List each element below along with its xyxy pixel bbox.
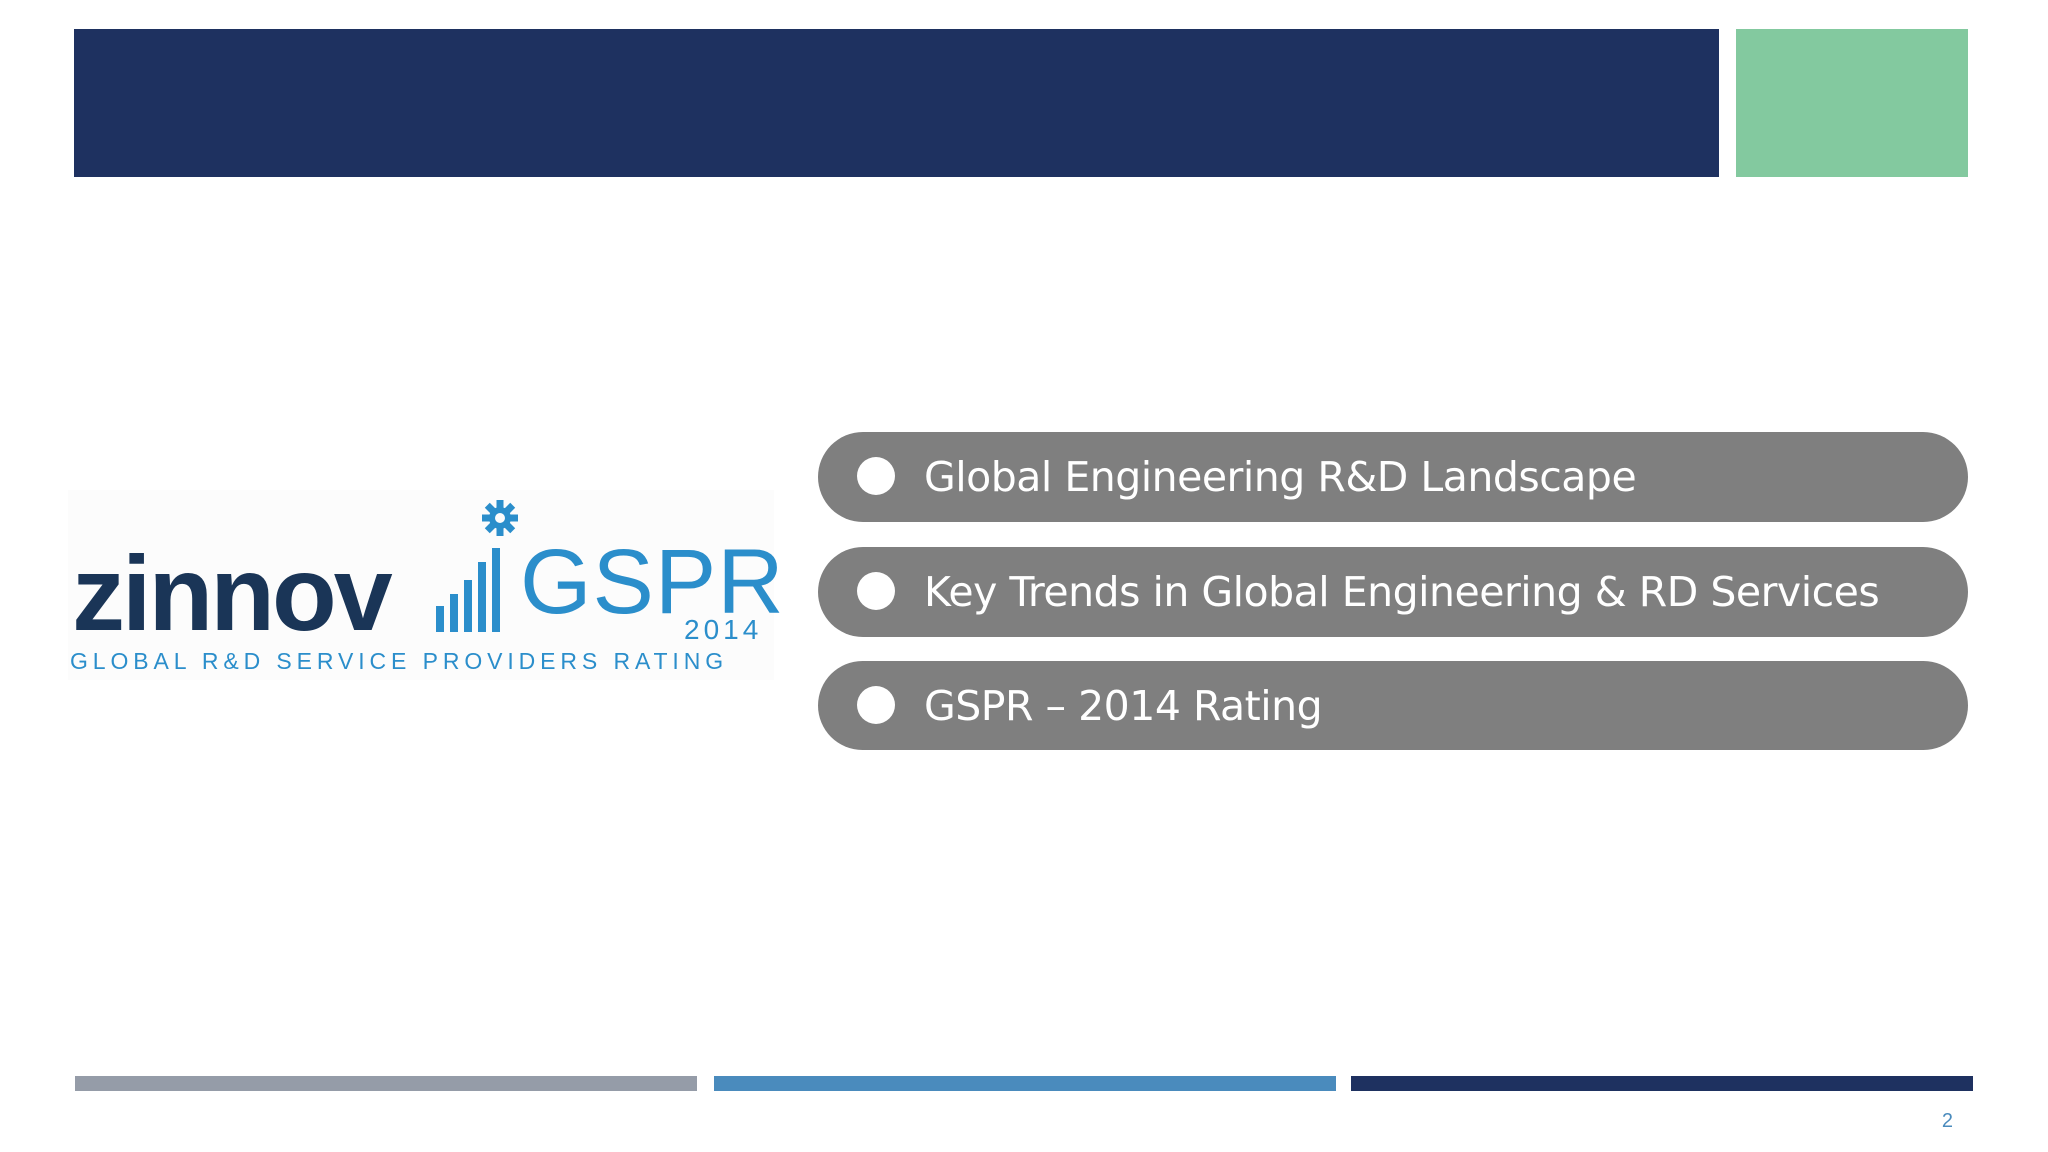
page-number: 2 (1941, 1110, 1953, 1132)
bullet-icon (857, 572, 895, 610)
bullet-icon (857, 686, 895, 724)
logo-title-text: GSPR (520, 531, 785, 633)
logo-brand-text: zinnov (72, 535, 393, 653)
agenda-item-label: Global Engineering R&D Landscape (924, 453, 1637, 501)
bar-chart-icon (436, 500, 518, 632)
header-accent-block (1736, 29, 1968, 177)
agenda-list: Global Engineering R&D Landscape Key Tre… (818, 432, 1968, 775)
agenda-item: Key Trends in Global Engineering & RD Se… (818, 547, 1968, 637)
footer-bar-navy (1351, 1076, 1973, 1091)
footer-bar-gray (75, 1076, 697, 1091)
gear-icon (482, 500, 518, 536)
logo-tagline-text: GLOBAL R&D SERVICE PROVIDERS RATING (70, 648, 729, 674)
logo-year-text: 2014 (684, 614, 763, 645)
zinnov-gspr-logo: zinnov GSPR 2014 GLOBAL (68, 490, 784, 680)
bullet-icon (857, 457, 895, 495)
agenda-item: Global Engineering R&D Landscape (818, 432, 1968, 522)
agenda-item-label: Key Trends in Global Engineering & RD Se… (924, 568, 1880, 616)
agenda-item: GSPR – 2014 Rating (818, 661, 1968, 750)
footer-bar-blue (714, 1076, 1336, 1091)
header-bar (74, 29, 1719, 177)
agenda-item-label: GSPR – 2014 Rating (924, 682, 1323, 730)
